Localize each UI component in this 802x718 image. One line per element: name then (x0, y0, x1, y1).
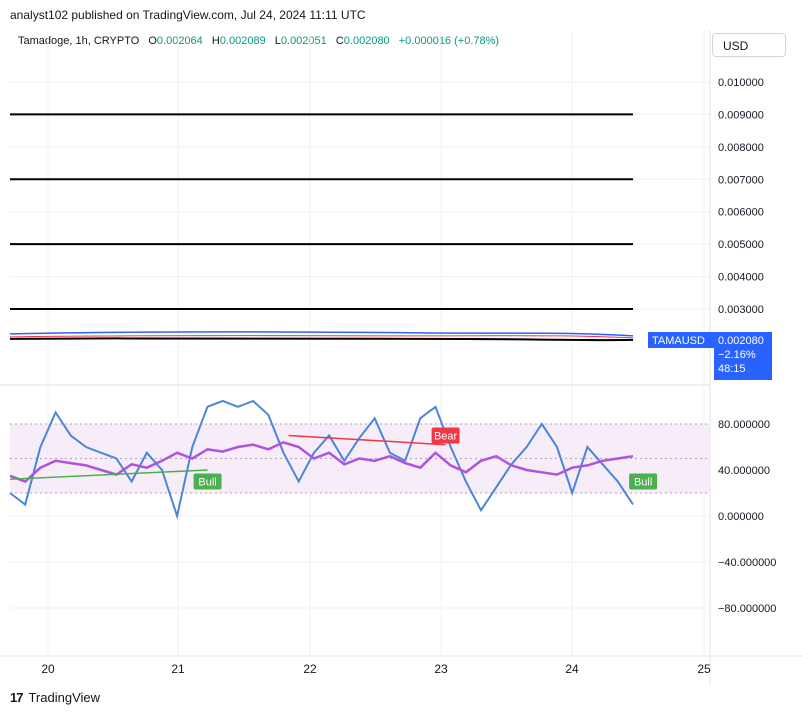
signal-label: Bull (634, 477, 652, 489)
stoch-k-line (9, 399, 634, 520)
x-tick-label: 21 (171, 662, 185, 676)
low-label: L (274, 35, 281, 47)
price-tick-label: 0.005000 (718, 239, 764, 251)
open-label: O (148, 35, 157, 47)
close-label: C (335, 35, 344, 47)
price-badge: TAMAUSD 0.002080 −2.16% 48:15 (648, 332, 772, 380)
upper-band-line (9, 331, 634, 337)
stoch-tick-label: −80.000000 (718, 603, 776, 615)
price-tick-label: 0.006000 (718, 207, 764, 219)
low-value: 0.002051 (280, 35, 327, 47)
tradingview-logo-icon: 17 (10, 690, 24, 705)
price-line (9, 337, 634, 342)
x-tick-label: 20 (41, 662, 55, 676)
bear-divergence-line (288, 434, 446, 446)
grid (0, 30, 802, 685)
signal-label: Bear (434, 431, 458, 443)
price-label: 0.002080 (718, 335, 764, 347)
open-value: 0.002064 (156, 35, 203, 47)
price-box (714, 332, 772, 380)
footer-brand: TradingView (28, 690, 101, 705)
countdown-label: 48:15 (718, 363, 746, 375)
price-tick-label: 0.008000 (718, 142, 764, 154)
ticker-label: TAMAUSD (652, 335, 705, 347)
price-tick-label: 0.003000 (718, 304, 764, 316)
price-tick-label: 0.004000 (718, 272, 764, 284)
signal-badge (629, 473, 658, 490)
stoch-tick-label: −40.000000 (718, 557, 776, 569)
stoch-tick-label: 80.000000 (718, 419, 770, 431)
stoch-tick-label: 40.000000 (718, 465, 770, 477)
price-tick-label: 0.010000 (718, 77, 764, 89)
signal-badge (431, 427, 460, 444)
stoch-pane: Bull Bear Bull (9, 399, 710, 520)
bull-divergence-line (9, 469, 208, 480)
signal-badge (193, 473, 222, 490)
price-tick-label: 0.009000 (718, 109, 764, 121)
price-pane (9, 113, 634, 342)
price-tick-label: 0.007000 (718, 174, 764, 186)
x-tick-label: 24 (565, 662, 579, 676)
middle-band-line (9, 335, 634, 339)
close-value: 0.002080 (343, 35, 390, 47)
footer: 17 TradingView (10, 690, 100, 705)
stoch-tick-label: 0.000000 (718, 511, 764, 523)
change-value: +0.000016 (+0.78%) (398, 35, 500, 47)
currency-button[interactable]: USD (712, 33, 786, 57)
high-value: 0.002089 (219, 35, 266, 47)
publisher-line: analyst102 published on TradingView.com,… (10, 8, 366, 22)
ticker-box (648, 332, 714, 348)
x-tick-label: 22 (303, 662, 317, 676)
signal-label: Bull (198, 477, 216, 489)
axes: 20 21 22 23 24 25 0.010000 0.009000 0.008000 0.00… (41, 77, 776, 676)
high-label: H (211, 35, 220, 47)
x-tick-label: 25 (697, 662, 711, 676)
x-tick-label: 23 (434, 662, 448, 676)
change-label: −2.16% (718, 349, 756, 361)
